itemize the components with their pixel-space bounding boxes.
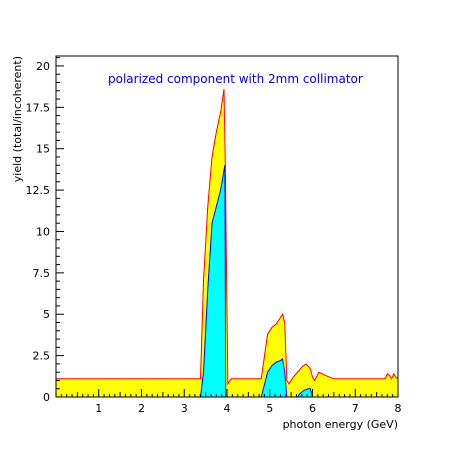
y-tick-label: 0	[43, 391, 50, 404]
plot-layer	[55, 89, 399, 398]
x-tick-label: 6	[309, 402, 316, 415]
x-tick-label: 5	[266, 402, 273, 415]
y-tick-label: 15	[36, 143, 50, 156]
y-tick-label: 5	[43, 308, 50, 321]
axes-layer: 1 2 3 4 5 6 7 8 0 2.5 5 7.5 10 12.5 15 17.5 20	[26, 57, 402, 415]
y-axis-label: yield (total/incoherent)	[11, 56, 24, 182]
y-tick-label: 2.5	[33, 350, 51, 363]
chart-title: polarized component with 2mm collimator	[108, 72, 363, 86]
y-tick-label: 20	[36, 60, 50, 73]
series-total-area	[55, 89, 399, 398]
y-tick-label: 7.5	[33, 267, 51, 280]
y-tick-label: 10	[36, 225, 50, 238]
x-tick-label: 2	[138, 402, 145, 415]
x-tick-label: 4	[224, 402, 231, 415]
x-tick-label: 3	[181, 402, 188, 415]
y-tick-label: 17.5	[26, 101, 51, 114]
x-tick-label: 7	[352, 402, 359, 415]
x-tick-label: 1	[95, 402, 102, 415]
x-axis-label: photon energy (GeV)	[283, 418, 398, 431]
y-tick-label: 12.5	[26, 184, 51, 197]
series-polarized-area	[56, 165, 398, 398]
x-tick-label: 8	[395, 402, 402, 415]
